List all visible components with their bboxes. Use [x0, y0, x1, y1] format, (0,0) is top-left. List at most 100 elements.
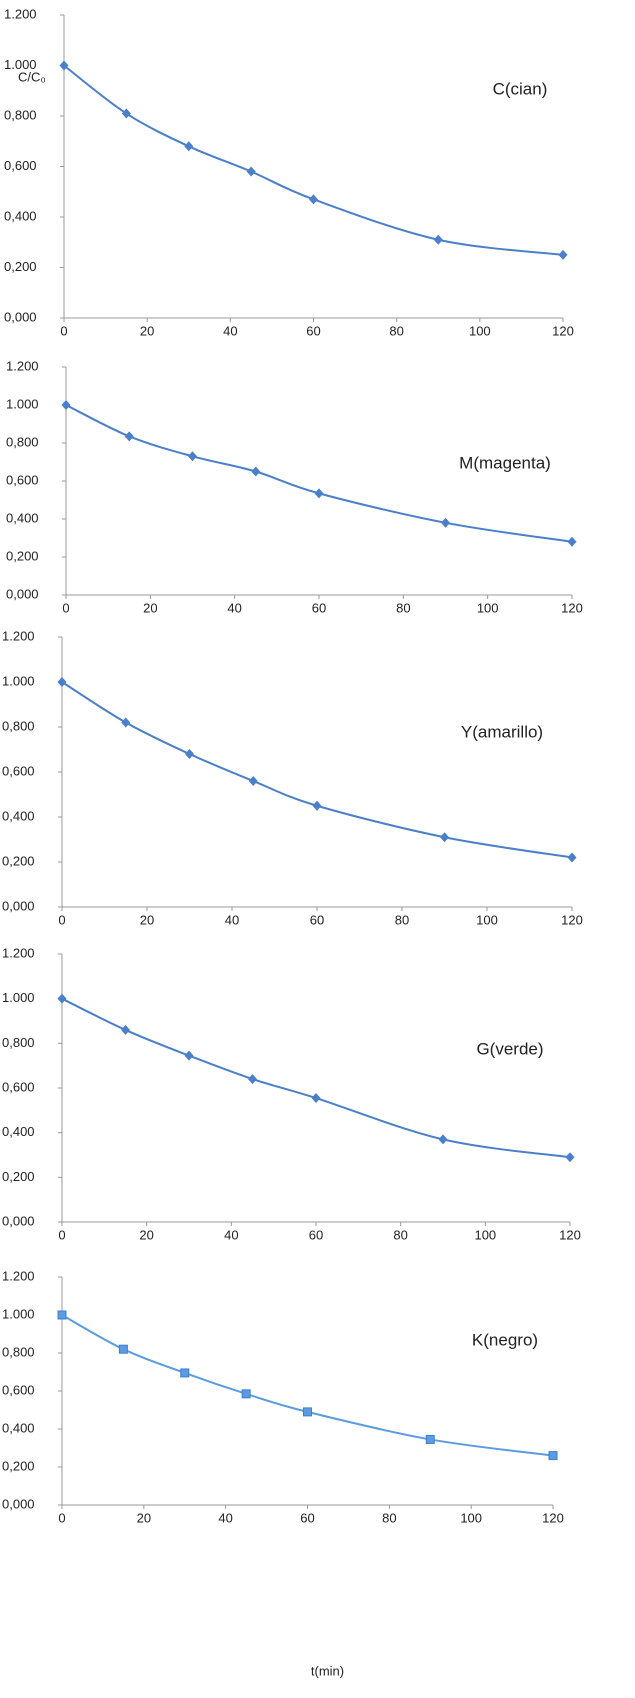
x-tick-label: 80 [395, 912, 409, 927]
x-tick-label: 0 [62, 600, 69, 615]
marker [241, 1389, 251, 1399]
marker [425, 1434, 435, 1444]
marker [314, 488, 324, 499]
y-tick-label: 1.000 [2, 990, 35, 1005]
x-tick-label: 120 [561, 912, 583, 927]
y-tick-label: 0,000 [4, 309, 37, 324]
x-tick-label: 80 [382, 1510, 396, 1525]
x-tick-label: 60 [300, 1510, 314, 1525]
y-tick-label: 0,800 [4, 107, 37, 122]
marker [440, 832, 449, 843]
line [63, 64, 564, 256]
marker [248, 776, 258, 786]
y-tick-label: 0,000 [2, 898, 35, 913]
annotation: M(magenta) [459, 453, 551, 472]
marker [548, 1451, 558, 1461]
y-tick-label: 1.000 [2, 1306, 35, 1321]
marker [57, 993, 67, 1004]
marker [441, 517, 450, 528]
x-tick-label: 20 [143, 600, 157, 615]
y-tick-label: 1.200 [2, 628, 35, 643]
line [61, 681, 573, 859]
y-tick-label: 1.200 [2, 1268, 35, 1283]
x-tick-label: 100 [477, 600, 499, 615]
y-tick-label: 0,600 [2, 763, 35, 778]
marker [61, 400, 71, 410]
marker [57, 677, 67, 687]
marker [121, 717, 131, 728]
x-tick-label: 0 [58, 1510, 65, 1525]
marker [312, 800, 322, 811]
y-tick-label: 1.200 [4, 6, 37, 21]
y-tick-label: 0,400 [6, 510, 39, 525]
annotation: C(cian) [493, 79, 548, 98]
x-tick-label: 0 [58, 1227, 65, 1242]
y-tick-label: 0,400 [2, 1124, 35, 1139]
y-tick-label: 0,600 [6, 472, 39, 487]
x-tick-label: 40 [218, 1510, 232, 1525]
marker [124, 431, 134, 442]
y-tick-label: 0,600 [2, 1382, 35, 1397]
marker [118, 1344, 128, 1354]
y-tick-label: 0,600 [2, 1079, 35, 1094]
y-tick-label: 1.000 [6, 396, 39, 411]
x-tick-label: 80 [389, 323, 403, 338]
x-tick-label: 60 [310, 912, 324, 927]
x-tick-label: 80 [396, 600, 410, 615]
x-tick-label: 120 [559, 1227, 581, 1242]
y-tick-label: 0,400 [2, 1420, 35, 1435]
x-axis-label: t(min) [311, 1663, 344, 1678]
marker [180, 1368, 190, 1378]
x-tick-label: 0 [60, 323, 67, 338]
x-tick-label: 120 [552, 323, 574, 338]
x-tick-label: 20 [140, 323, 154, 338]
marker [59, 60, 69, 71]
x-tick-label: 60 [312, 600, 326, 615]
x-tick-label: 40 [227, 600, 241, 615]
marker [251, 466, 261, 477]
annotation: G(verde) [476, 1039, 543, 1058]
y-tick-label: 0,800 [2, 718, 35, 733]
x-tick-label: 100 [476, 912, 498, 927]
line [61, 997, 571, 1159]
annotation: Y(amarillo) [461, 722, 543, 741]
x-tick-label: 40 [224, 1227, 238, 1242]
line [65, 404, 573, 543]
x-tick-label: 60 [306, 323, 320, 338]
x-tick-label: 100 [460, 1510, 482, 1525]
y-tick-label: 0,000 [2, 1496, 35, 1511]
y-tick-label: 0,200 [2, 1169, 35, 1184]
marker [57, 1310, 67, 1320]
y-tick-label: 0,400 [2, 808, 35, 823]
y-tick-label: 0,800 [6, 434, 39, 449]
annotation: K(negro) [472, 1330, 538, 1349]
marker [567, 852, 577, 863]
marker [433, 234, 443, 245]
marker [567, 536, 577, 547]
x-tick-label: 80 [393, 1227, 407, 1242]
y-tick-label: 0,000 [2, 1213, 35, 1228]
y-tick-label: 0,800 [2, 1344, 35, 1359]
x-tick-label: 20 [137, 1510, 151, 1525]
y-tick-label: 1.000 [4, 57, 37, 72]
x-tick-label: 60 [309, 1227, 323, 1242]
x-tick-label: 20 [139, 1227, 153, 1242]
x-tick-label: 100 [469, 323, 491, 338]
x-tick-label: 40 [225, 912, 239, 927]
y-tick-label: 0,800 [2, 1035, 35, 1050]
marker [184, 1050, 194, 1061]
marker [311, 1093, 321, 1104]
y-axis-label: C/C₀ [18, 70, 46, 85]
x-tick-label: 100 [474, 1227, 496, 1242]
marker [121, 108, 131, 119]
marker [303, 1407, 312, 1417]
y-tick-label: 0,000 [6, 586, 39, 601]
x-tick-label: 120 [561, 600, 583, 615]
y-tick-label: 1.200 [2, 945, 35, 960]
y-tick-label: 0,200 [4, 259, 37, 274]
marker [121, 1024, 130, 1035]
x-tick-label: 120 [542, 1510, 564, 1525]
x-tick-label: 40 [223, 323, 237, 338]
y-tick-label: 0,200 [2, 853, 35, 868]
